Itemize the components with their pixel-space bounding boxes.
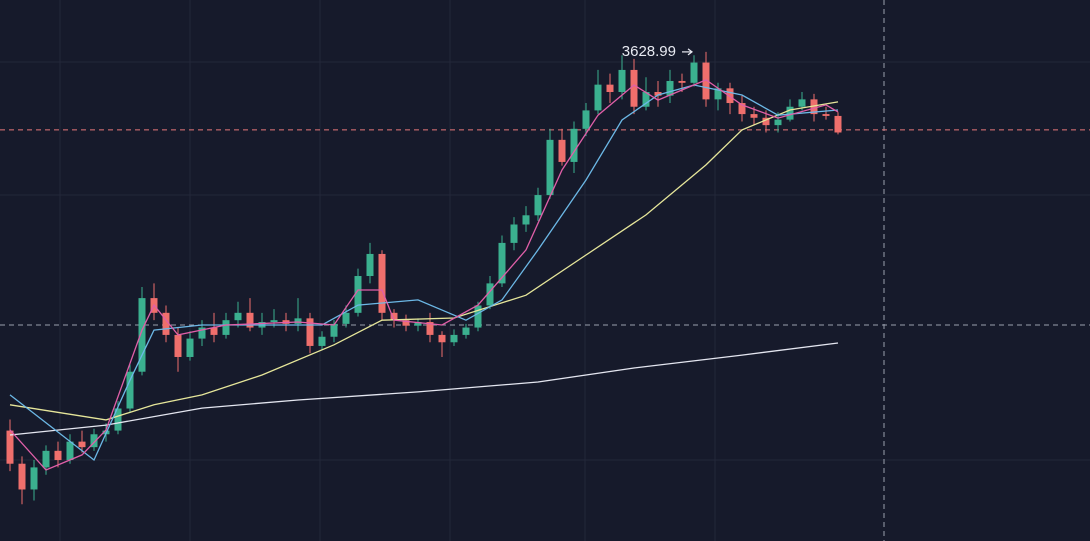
ma-line bbox=[9, 342, 839, 436]
candle-body bbox=[30, 467, 38, 490]
candle-body bbox=[318, 336, 326, 346]
candle-body bbox=[690, 62, 698, 83]
candle-body bbox=[402, 320, 410, 326]
candle-body bbox=[606, 84, 614, 93]
candle-body bbox=[234, 312, 242, 321]
candle-body bbox=[426, 322, 434, 335]
candle-body bbox=[198, 327, 206, 339]
candle-body bbox=[450, 334, 458, 343]
candle-body bbox=[558, 139, 566, 162]
candle-body bbox=[210, 327, 218, 335]
candle-body bbox=[570, 128, 578, 162]
candle-body bbox=[522, 215, 530, 225]
candle-body bbox=[498, 242, 506, 284]
candle-body bbox=[750, 114, 758, 118]
candle-body bbox=[510, 224, 518, 243]
candle-body bbox=[390, 312, 398, 321]
candle-body bbox=[162, 312, 170, 335]
candle-body bbox=[186, 338, 194, 357]
candle-body bbox=[42, 450, 50, 468]
candle-body bbox=[630, 69, 638, 107]
candle-body bbox=[126, 371, 134, 409]
candle-body bbox=[378, 253, 386, 313]
candle-body bbox=[738, 103, 746, 115]
candle-body bbox=[222, 320, 230, 335]
candle-body bbox=[54, 450, 62, 461]
candle-body bbox=[246, 312, 254, 328]
candle-body bbox=[798, 99, 806, 107]
candle-body bbox=[582, 110, 590, 129]
candle-body bbox=[486, 283, 494, 306]
ma-line bbox=[9, 79, 839, 471]
candle-body bbox=[366, 253, 374, 277]
candle-body bbox=[678, 80, 686, 83]
candle-body bbox=[762, 117, 770, 126]
candle-body bbox=[714, 88, 722, 100]
candle-body bbox=[726, 88, 734, 104]
candle-body bbox=[786, 106, 794, 120]
candle-body bbox=[534, 195, 542, 216]
candle-body bbox=[594, 84, 602, 111]
candle-body bbox=[90, 434, 98, 448]
candle-body bbox=[354, 276, 362, 313]
candle-body bbox=[774, 119, 782, 126]
candle-body bbox=[78, 441, 86, 448]
candle-body bbox=[114, 408, 122, 431]
candle-body bbox=[342, 312, 350, 324]
candle-body bbox=[642, 92, 650, 107]
candle-body bbox=[414, 322, 422, 326]
candle-body bbox=[294, 318, 302, 324]
candle-body bbox=[306, 318, 314, 346]
candle-body bbox=[834, 115, 842, 133]
candle-body bbox=[6, 430, 14, 464]
candle-body bbox=[822, 114, 830, 116]
candle-body bbox=[462, 327, 470, 335]
annotation-arrow-head bbox=[687, 48, 693, 56]
candle-body bbox=[66, 441, 74, 461]
candle-body bbox=[138, 298, 146, 372]
candle-body bbox=[474, 305, 482, 328]
candle-body bbox=[546, 139, 554, 196]
candle-body bbox=[174, 334, 182, 357]
candle-body bbox=[702, 62, 710, 100]
candle-body bbox=[330, 323, 338, 337]
candle-body bbox=[270, 320, 278, 323]
candle-body bbox=[18, 463, 26, 490]
candle-body bbox=[654, 92, 662, 96]
candle-body bbox=[618, 69, 626, 93]
candle-body bbox=[666, 80, 674, 96]
candle-body bbox=[438, 334, 446, 343]
candle-body bbox=[810, 99, 818, 115]
high-annotation: 3628.99 bbox=[622, 43, 676, 60]
